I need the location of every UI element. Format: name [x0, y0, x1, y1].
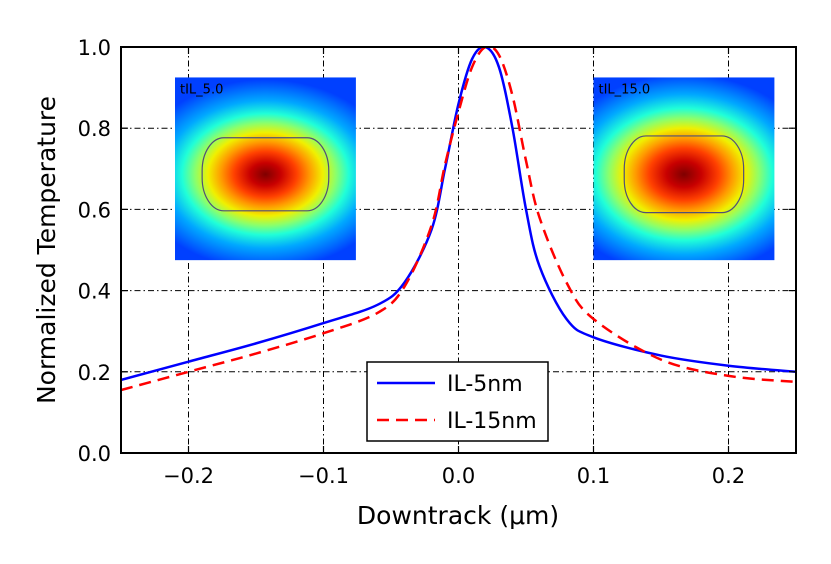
y-axis-label: Normalized Temperature	[32, 96, 61, 404]
legend-label-il-5nm: IL-5nm	[447, 372, 523, 397]
inset-left-melt-contour	[201, 137, 330, 212]
inset-right-heatmap	[593, 77, 775, 261]
y-tick-label-4: 0.8	[78, 117, 111, 141]
inset-left-heatmap	[175, 77, 356, 261]
y-tick-label-5: 1.0	[78, 36, 111, 60]
inset-right-melt-contour	[623, 135, 745, 214]
legend: IL-5nm IL-15nm	[366, 361, 549, 442]
x-axis-label: Downtrack (μm)	[357, 501, 559, 530]
y-tick-label-0: 0.0	[78, 442, 111, 466]
legend-label-il-15nm: IL-15nm	[447, 409, 537, 434]
y-tick-label-1: 0.2	[78, 361, 111, 385]
series-line-il-15nm	[121, 47, 796, 392]
inset-right-label: tIL_15.0	[599, 82, 651, 97]
series-line-il-5nm	[121, 47, 796, 382]
x-tick-label-2: 0.0	[442, 464, 475, 488]
y-tick-label-3: 0.6	[78, 198, 111, 222]
series-lines	[121, 47, 796, 392]
insets: tIL_5.0 tIL_15.0	[175, 77, 775, 261]
inset-left: tIL_5.0	[175, 77, 356, 261]
x-tick-label-0: −0.2	[163, 464, 214, 488]
x-ticks: −0.2 −0.1 0.0 0.1 0.2	[163, 47, 745, 488]
inset-right: tIL_15.0	[593, 77, 775, 261]
y-ticks: 0.0 0.2 0.4 0.6 0.8 1.0	[78, 36, 796, 466]
x-tick-label-3: 0.1	[577, 464, 610, 488]
x-tick-label-1: −0.1	[298, 464, 349, 488]
x-tick-label-4: 0.2	[712, 464, 745, 488]
y-tick-label-2: 0.4	[78, 280, 111, 304]
legend-box	[366, 361, 549, 442]
inset-left-label: tIL_5.0	[180, 82, 223, 97]
